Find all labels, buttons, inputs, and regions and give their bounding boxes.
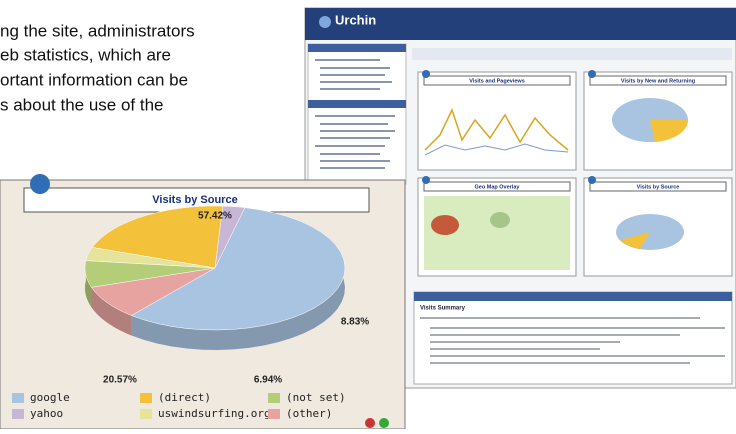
mini-pie (650, 120, 689, 142)
mini-map-region (490, 212, 510, 228)
pie-slice (130, 207, 346, 331)
panel-icon (588, 176, 596, 184)
panel-title-box (589, 75, 727, 86)
panel-title-box (589, 181, 727, 192)
status-dot (365, 418, 375, 428)
summary-lines (420, 317, 725, 364)
slice-side (85, 260, 92, 308)
panel-icon (422, 70, 430, 78)
panel-icon (422, 176, 430, 184)
panel-icon (30, 174, 50, 194)
text-fragment: ng the site, administrators eb statistic… (0, 21, 195, 114)
header-bar (305, 8, 736, 40)
pie-slice (91, 267, 216, 316)
mini-map-region (431, 215, 459, 235)
legend-swatch (12, 409, 24, 419)
mini-pie (620, 232, 650, 249)
value-label: 57.42% (198, 211, 232, 222)
pie-slice (84, 260, 216, 288)
summary-head (414, 292, 732, 301)
legend-swatch (140, 393, 152, 403)
legend-label: uswindsurfing.org (158, 407, 271, 420)
legend-swatch (268, 393, 280, 403)
pie-title: Visits by Source (152, 194, 237, 206)
panel-title-box (423, 75, 571, 86)
legend-label: (direct) (158, 391, 211, 404)
panel-title: Visits and Pageviews (469, 78, 525, 84)
legend-swatch (268, 409, 280, 419)
slice-side (131, 207, 345, 350)
legend-label: (not set) (286, 391, 346, 404)
logo: Urchin (335, 12, 376, 27)
panel-title: Geo Map Overlay (475, 184, 521, 190)
legend-label: google (30, 391, 70, 404)
status-dot (379, 418, 389, 428)
mini-line-chart (424, 108, 569, 151)
panel-title: Visits by Source (637, 184, 680, 190)
slice-side (91, 287, 132, 336)
summary-box (413, 291, 733, 385)
text-line: eb statistics, which are (0, 45, 171, 64)
panel-title: Visits by New and Returning (621, 78, 695, 84)
panel-title-box (423, 181, 571, 192)
value-label: 8.83% (341, 317, 369, 328)
value-label: 20.57% (103, 375, 137, 386)
legend-swatch (140, 409, 152, 419)
legend-swatch (12, 393, 24, 403)
toolbar (412, 48, 732, 60)
text-line: s about the use of the (0, 95, 164, 114)
text-line: ortant information can be (0, 70, 188, 89)
sidebar-head (308, 100, 406, 108)
panel (417, 71, 577, 171)
sidebar (307, 43, 407, 185)
summary-title: Visits Summary (420, 306, 466, 312)
legend-label: yahoo (30, 407, 63, 420)
mini-line-chart (424, 143, 569, 156)
logo-icon (319, 16, 331, 28)
sidebar-lines (315, 59, 395, 169)
pie-slice (214, 205, 246, 269)
sidebar-head (308, 44, 406, 52)
panel-icon (588, 70, 596, 78)
pie-slice (91, 205, 224, 269)
legend-label: (other) (286, 407, 332, 420)
value-label: 6.94% (254, 375, 282, 386)
pie-slice (85, 247, 216, 269)
text-line: ng the site, administrators (0, 21, 195, 40)
